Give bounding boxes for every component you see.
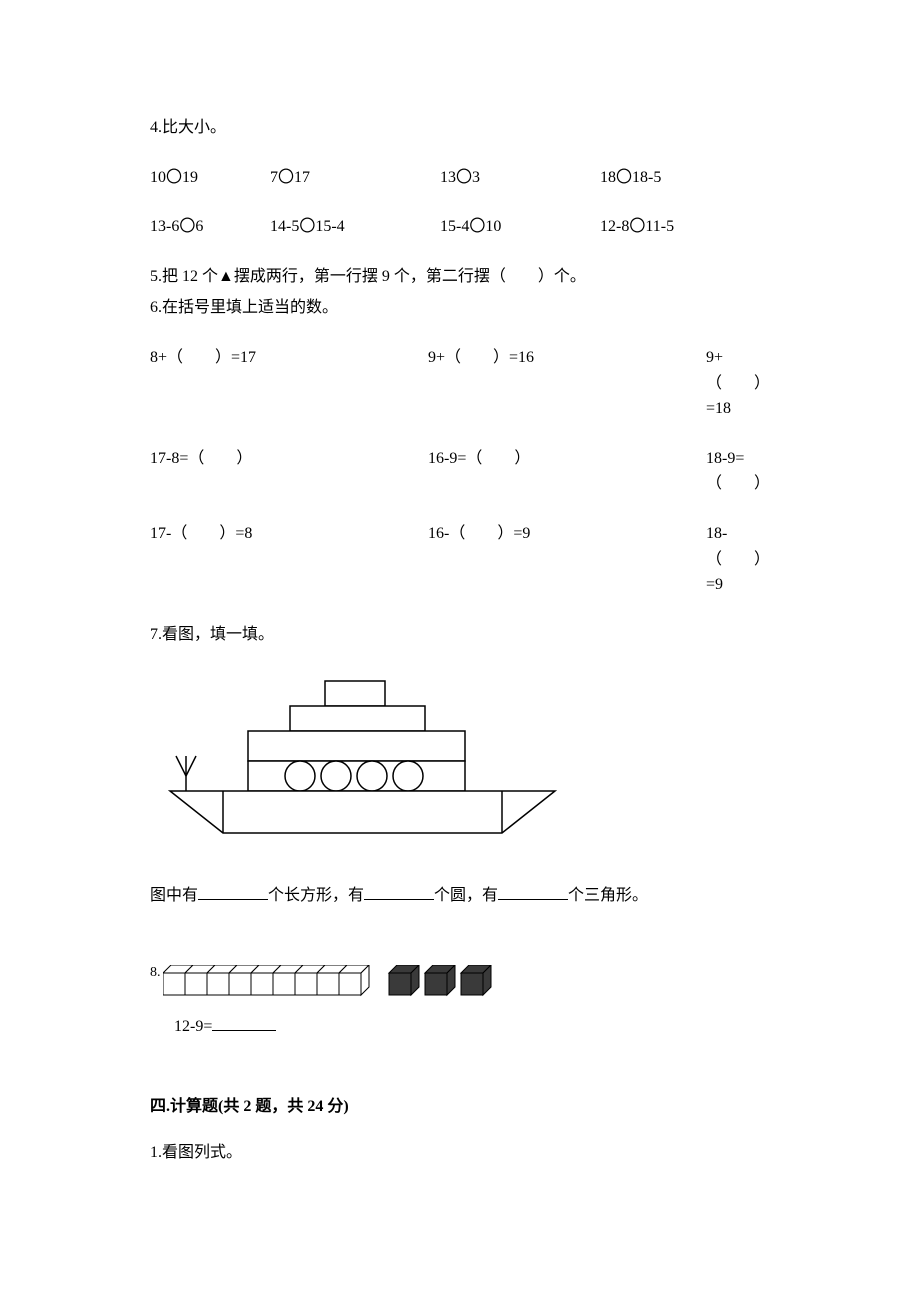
blank-rect-count[interactable] <box>198 884 268 900</box>
q7-fill: 图中有 个长方形，有 个圆，有 个三角形。 <box>150 883 770 909</box>
q6-r2c2: 16-9=（ ） <box>428 446 706 497</box>
q7-fill-prefix: 图中有 <box>150 887 198 904</box>
q4-title: 4.比大小。 <box>150 115 770 141</box>
q4-r1c1: 10〇19 <box>150 165 270 191</box>
q7-fill-2: 个圆，有 <box>434 887 498 904</box>
q6-r3c3: 18-（ ）=9 <box>706 521 770 598</box>
q8-number: 8. <box>150 963 161 981</box>
section4-title: 四.计算题(共 2 题，共 24 分) <box>150 1092 770 1116</box>
q6-r3c1: 17-（ ）=8 <box>150 521 428 598</box>
q8-row: 8. <box>150 963 770 997</box>
blank-q8-answer[interactable] <box>212 1015 276 1031</box>
boat-diagram-container <box>150 671 770 841</box>
q8-equation: 12-9= <box>174 1015 770 1036</box>
q7-fill-3: 个三角形。 <box>568 887 648 904</box>
q6-r3c2: 16-（ ）=9 <box>428 521 706 598</box>
blank-triangle-count[interactable] <box>498 884 568 900</box>
q5-text: 5.把 12 个▲摆成两行，第一行摆 9 个，第二行摆（ ）个。 <box>150 264 770 290</box>
q6-title: 6.在括号里填上适当的数。 <box>150 295 770 321</box>
q6-r2c3: 18-9=（ ） <box>706 446 770 497</box>
q6-row2: 17-8=（ ） 16-9=（ ） 18-9=（ ） <box>150 446 770 497</box>
q7-title: 7.看图，填一填。 <box>150 622 770 648</box>
q4-r2c4: 12-8〇11-5 <box>600 214 770 240</box>
q4-r2c3: 15-4〇10 <box>440 214 600 240</box>
q6-row1: 8+（ ）=17 9+（ ）=16 9+（ ）=18 <box>150 345 770 422</box>
q4-r2c2: 14-5〇15-4 <box>270 214 440 240</box>
q8-eq-label: 12-9= <box>174 1018 212 1035</box>
q7-fill-1: 个长方形，有 <box>268 887 364 904</box>
q6-r1c2: 9+（ ）=16 <box>428 345 706 422</box>
q4-r1c2: 7〇17 <box>270 165 440 191</box>
q6-r1c3: 9+（ ）=18 <box>706 345 770 422</box>
q6-r2c1: 17-8=（ ） <box>150 446 428 497</box>
q4-row1: 10〇19 7〇17 13〇3 18〇18-5 <box>150 165 770 191</box>
blank-circle-count[interactable] <box>364 884 434 900</box>
boat-diagram-icon <box>150 671 580 841</box>
q4-row2: 13-6〇6 14-5〇15-4 15-4〇10 12-8〇11-5 <box>150 214 770 240</box>
q4-r1c4: 18〇18-5 <box>600 165 770 191</box>
q4-r1c3: 13〇3 <box>440 165 600 191</box>
q6-row3: 17-（ ）=8 16-（ ）=9 18-（ ）=9 <box>150 521 770 598</box>
q4-r2c1: 13-6〇6 <box>150 214 270 240</box>
section4-q1: 1.看图列式。 <box>150 1140 770 1166</box>
q6-r1c1: 8+（ ）=17 <box>150 345 428 422</box>
cubes-diagram-icon <box>163 965 497 997</box>
